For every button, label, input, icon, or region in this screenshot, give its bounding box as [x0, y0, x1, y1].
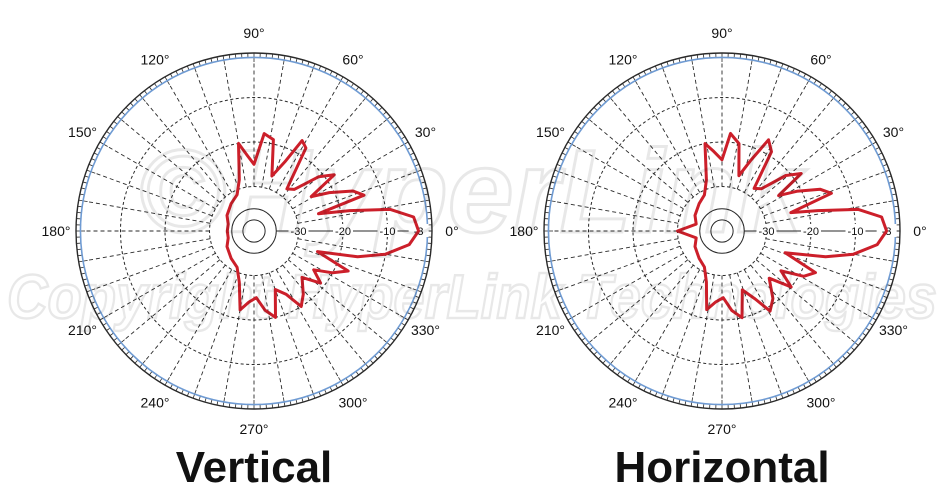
radial-spoke [292, 146, 401, 210]
radial-spoke [613, 101, 694, 198]
angle-label: 150° [536, 124, 565, 140]
angle-label: 30° [883, 124, 904, 140]
radial-spoke [692, 64, 715, 188]
radial-spoke [592, 259, 689, 340]
radial-spoke [169, 84, 233, 193]
radial-spoke [124, 259, 221, 340]
angle-label: 300° [339, 394, 368, 410]
radial-spoke [224, 64, 247, 188]
radial-label: -10 [380, 226, 396, 238]
angle-label: 90° [243, 25, 264, 41]
radial-spoke [755, 259, 852, 340]
radial-spoke [145, 101, 226, 198]
radial-spoke [760, 252, 869, 316]
angle-label: 120° [141, 52, 170, 68]
radial-spoke [663, 272, 708, 390]
angle-label: 300° [807, 394, 836, 410]
radial-spoke [87, 201, 211, 224]
pattern-trace [225, 132, 421, 319]
radial-spoke [195, 72, 240, 190]
radial-spoke [555, 238, 679, 261]
radial-label-bg [845, 224, 866, 237]
radial-spoke [292, 252, 401, 316]
inner-ring [699, 208, 745, 254]
radial-spoke [224, 274, 247, 398]
radial-label: -10 [848, 226, 864, 238]
radial-spoke [287, 122, 384, 203]
inner-ring [231, 208, 277, 254]
radial-label: -20 [335, 226, 351, 238]
radial-label: -30 [291, 226, 307, 238]
radial-label-bg [377, 224, 398, 237]
angle-label: 120° [609, 52, 638, 68]
angle-label: 180° [510, 223, 539, 239]
radial-spoke [563, 245, 681, 290]
angle-label: 270° [708, 421, 737, 437]
radial-label-bg [756, 224, 777, 237]
radial-spoke [613, 264, 694, 361]
radial-label-bg [801, 224, 821, 237]
radial-spoke [637, 84, 701, 193]
inner-ring [710, 219, 734, 243]
radial-spoke [750, 264, 831, 361]
angle-label: 0° [445, 223, 458, 239]
radial-label: -30 [759, 226, 775, 238]
radial-spoke [87, 238, 211, 261]
radial-spoke [169, 269, 233, 378]
angle-label: 150° [68, 124, 97, 140]
radial-spoke [555, 201, 679, 224]
angle-label: 330° [879, 322, 908, 338]
radial-spoke [124, 122, 221, 203]
radial-spoke [637, 269, 701, 378]
radial-spoke [95, 172, 213, 217]
angle-label: 30° [415, 124, 436, 140]
angle-label: 330° [411, 322, 440, 338]
radial-spoke [663, 72, 708, 190]
radial-spoke [729, 64, 752, 188]
radial-label: -20 [803, 226, 819, 238]
radial-label-bg [288, 224, 309, 237]
angle-label: 0° [913, 223, 926, 239]
polar-chart-horizontal: -3-10-20-30 0°30°60°90°120°150°180°210°24… [510, 25, 927, 437]
angle-label: 240° [141, 394, 170, 410]
radial-spoke [563, 172, 681, 217]
radial-spoke [592, 122, 689, 203]
angle-label: 270° [240, 421, 269, 437]
angle-label: 210° [68, 322, 97, 338]
angle-label: 60° [342, 52, 363, 68]
angle-label: 210° [536, 322, 565, 338]
chart-title-vertical: Vertical [176, 443, 333, 486]
radial-label-bg [333, 224, 353, 237]
radial-spoke [195, 272, 240, 390]
radial-spoke [692, 274, 715, 398]
angle-label: 180° [42, 223, 71, 239]
radial-spoke [760, 146, 869, 210]
angle-label: 90° [711, 25, 732, 41]
inner-ring [242, 219, 266, 243]
radial-spoke [145, 264, 226, 361]
chart-title-horizontal: Horizontal [614, 443, 829, 486]
angle-label: 240° [609, 394, 638, 410]
angle-label: 60° [810, 52, 831, 68]
polar-chart-vertical: -3-10-20-30 0°30°60°90°120°150°180°210°24… [42, 25, 459, 437]
radial-spoke [282, 264, 363, 361]
pattern-trace [676, 132, 889, 320]
radial-spoke [95, 245, 213, 290]
